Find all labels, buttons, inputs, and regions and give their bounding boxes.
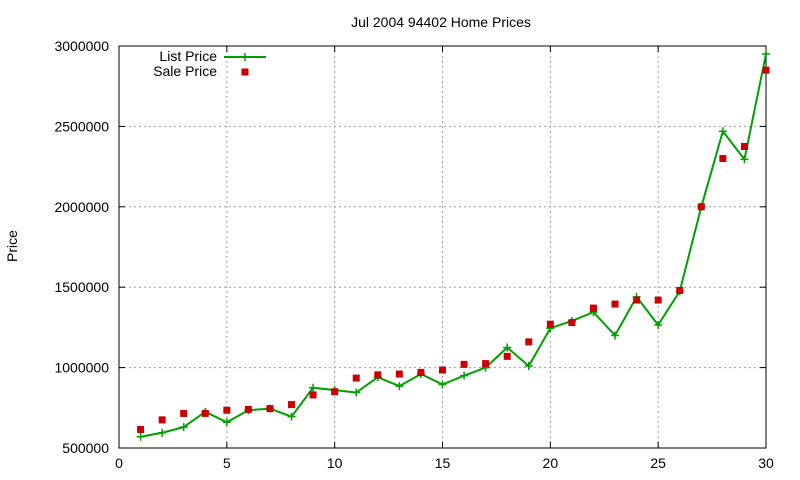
data-point [179,423,188,432]
data-point [158,416,166,424]
legend-marker-sale-price [241,68,249,76]
grid [119,46,766,448]
x-tick-label: 15 [435,455,451,471]
data-point [611,300,619,308]
data-point [503,343,512,352]
data-point [719,155,727,163]
x-tick-label: 25 [650,455,666,471]
data-point [546,320,554,328]
data-point [482,360,490,368]
data-point [223,406,231,414]
data-point [740,155,749,164]
data-point [222,418,231,427]
y-tick-label: 3000000 [54,38,109,54]
data-point [654,320,663,329]
x-tick-label: 10 [327,455,343,471]
data-point [438,380,447,389]
y-axis-label: Price [4,230,20,262]
data-point [718,127,727,136]
data-point [266,405,274,413]
x-tick-label: 30 [758,455,774,471]
data-point [460,360,468,368]
data-point [395,382,404,391]
data-point [136,432,145,441]
data-point [611,331,620,340]
data-point [137,426,145,434]
data-point [762,50,770,59]
data-point [676,286,684,294]
data-point [762,66,770,74]
data-point [352,374,360,382]
data-point [654,296,662,304]
axis-ticks: 0 5 10 15 20 25 30 500000 1000000 1500000 2000000 2… [54,38,774,471]
series-line [140,53,767,438]
data-point [460,371,469,380]
legend: List Price Sale Price [153,48,266,79]
data-point [309,391,317,399]
y-tick-label: 500000 [62,440,109,456]
data-point [697,203,705,211]
y-tick-label: 2000000 [54,199,109,215]
data-point [374,371,382,379]
data-point [633,296,641,304]
data-point [244,405,252,413]
data-point [439,366,446,374]
series-layer [136,50,770,441]
data-point [503,352,511,360]
data-point [524,361,533,370]
x-tick-label: 0 [115,455,123,471]
y-tick-label: 1500000 [54,279,109,295]
x-tick-label: 20 [543,455,559,471]
data-point [331,388,339,396]
data-point [525,338,533,346]
data-point [417,368,425,376]
data-point [395,370,403,378]
data-point [589,304,597,312]
data-point [352,388,361,397]
y-tick-label: 2500000 [54,118,109,134]
chart-title: Jul 2004 94402 Home Prices [351,14,531,30]
data-point [740,143,748,150]
data-point [568,319,576,327]
data-point [288,401,296,409]
legend-marker-list-price [241,53,249,61]
series-list-price [136,50,770,441]
data-point [309,383,318,392]
x-tick-label: 5 [223,455,231,471]
legend-label-sale-price: Sale Price [153,63,217,79]
data-point [287,412,296,421]
y-tick-label: 1000000 [54,360,109,376]
legend-label-list-price: List Price [159,48,217,64]
data-point [180,409,188,417]
data-point [201,409,209,417]
series-sale-price [137,66,770,434]
data-point [158,428,167,437]
